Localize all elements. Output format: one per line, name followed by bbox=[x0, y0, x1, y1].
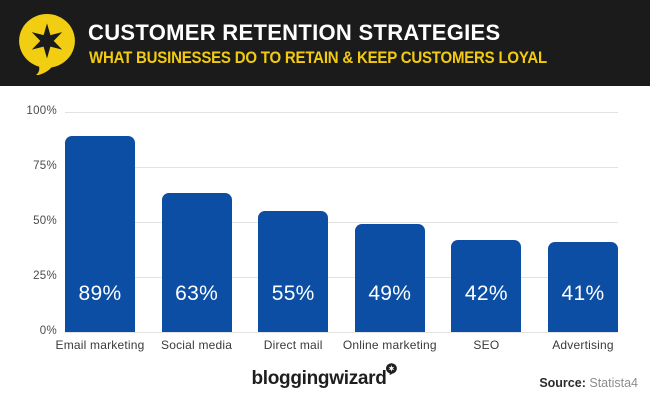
source-attribution: Source: Statista4 bbox=[539, 376, 638, 390]
y-axis-tick-label: 0% bbox=[39, 325, 57, 337]
bar-social-media: 63% bbox=[161, 193, 232, 332]
gridline bbox=[65, 167, 618, 168]
brand-wordmark: bloggingwizard bbox=[251, 368, 387, 389]
bar-value-label: 49% bbox=[368, 281, 412, 305]
page-title: CUSTOMER RETENTION STRATEGIES bbox=[88, 20, 501, 45]
gridline bbox=[65, 222, 618, 223]
bar-chart: 100% 75% 50% 25% 0% 89% Email marketing 63% Soci… bbox=[0, 86, 650, 360]
bar-value-label: 63% bbox=[175, 281, 219, 305]
x-axis-category-label: Email marketing bbox=[55, 338, 145, 352]
page-subtitle: WHAT BUSINESSES DO TO RETAIN & KEEP CUST… bbox=[89, 49, 547, 68]
bar-value-label: 41% bbox=[561, 281, 605, 305]
y-axis-tick-label: 50% bbox=[33, 215, 57, 227]
header-banner: CUSTOMER RETENTION STRATEGIES WHAT BUSIN… bbox=[0, 0, 650, 86]
gridline bbox=[65, 332, 618, 333]
bar-value-label: 42% bbox=[464, 281, 508, 305]
bar-online-marketing: 49% bbox=[354, 224, 425, 332]
source-label: Source: bbox=[539, 376, 586, 390]
bar-value-label: 89% bbox=[78, 281, 122, 305]
bar-direct-mail: 55% bbox=[258, 211, 329, 332]
x-axis-category-label: Direct mail bbox=[263, 338, 323, 352]
x-axis-category-label: Advertising bbox=[552, 338, 614, 352]
gridline bbox=[65, 112, 618, 113]
bar-seo: 42% bbox=[451, 239, 522, 332]
x-axis-category-label: SEO bbox=[473, 338, 500, 352]
y-axis-tick-label: 100% bbox=[26, 105, 57, 117]
speech-bubble-star-icon bbox=[19, 14, 75, 75]
brand-speech-bubble-star-icon bbox=[386, 359, 398, 381]
x-axis-category-label: Online marketing bbox=[342, 338, 437, 352]
bar-advertising: 41% bbox=[548, 241, 618, 332]
bar-value-label: 55% bbox=[271, 282, 315, 305]
source-value: Statista4 bbox=[589, 376, 638, 390]
brand-logo: bloggingwizard bbox=[251, 363, 398, 390]
x-axis-category-label: Social media bbox=[161, 338, 233, 352]
gridline bbox=[65, 277, 618, 278]
bar-email-marketing: 89% bbox=[65, 136, 135, 332]
y-axis-tick-label: 25% bbox=[33, 270, 57, 282]
y-axis-tick-label: 75% bbox=[33, 160, 57, 172]
